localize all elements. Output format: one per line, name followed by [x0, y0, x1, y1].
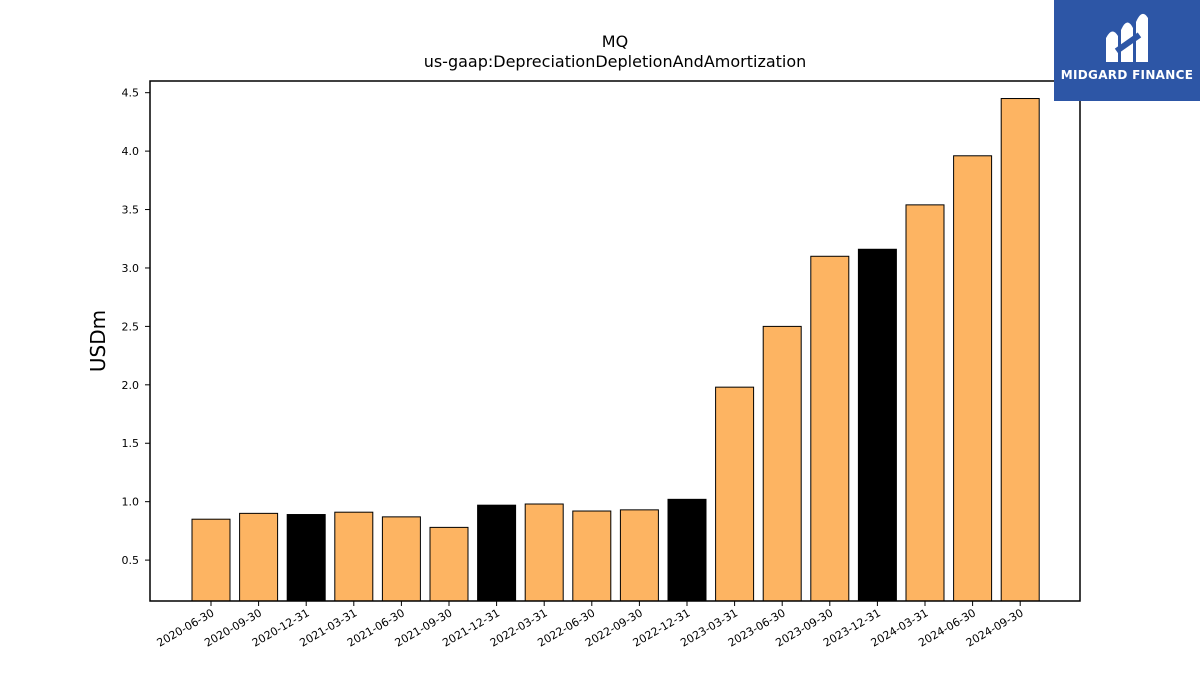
bar-2021-12-31 [477, 504, 517, 602]
plot-frame [149, 80, 1081, 602]
y-tick-label: 2.0 [122, 379, 140, 392]
bar-2022-09-30 [619, 509, 659, 602]
y-tick-label: 1.5 [122, 437, 140, 450]
logo-text: MIDGARD FINANCE [1060, 68, 1194, 82]
midgard-logo-icon [1106, 13, 1148, 62]
bar-2023-03-31 [715, 386, 755, 602]
bar-2024-09-30 [1000, 98, 1040, 602]
bar-2020-09-30 [239, 512, 279, 602]
bar-2021-09-30 [429, 526, 469, 602]
y-tick-label: 4.0 [122, 145, 140, 158]
y-tick-label: 3.5 [122, 204, 140, 217]
bar-2020-06-30 [191, 518, 231, 602]
y-tick-label: 1.0 [122, 496, 140, 509]
bar-2023-06-30 [762, 325, 802, 602]
y-tick-label: 4.5 [122, 87, 140, 100]
chart-title: MQ [601, 32, 629, 51]
bar-2024-03-31 [905, 204, 945, 602]
bar-2021-06-30 [381, 516, 421, 602]
bar-2022-03-31 [524, 503, 564, 602]
y-tick-label: 3.0 [122, 262, 140, 275]
y-axis-label: USDm [86, 310, 110, 372]
bar-2023-12-31 [857, 248, 897, 602]
chart-subtitle: us-gaap:DepreciationDepletionAndAmortiza… [423, 52, 807, 71]
bar-2024-06-30 [953, 155, 993, 602]
bar-2021-03-31 [334, 511, 374, 602]
bar-2020-12-31 [286, 514, 326, 602]
y-tick-label: 0.5 [122, 554, 140, 567]
y-tick-label: 2.5 [122, 320, 140, 333]
midgard-finance-logo: MIDGARD FINANCE [1054, 0, 1200, 101]
bar-2023-09-30 [810, 255, 850, 602]
bar-2022-06-30 [572, 510, 612, 602]
bar-2022-12-31 [667, 498, 707, 602]
